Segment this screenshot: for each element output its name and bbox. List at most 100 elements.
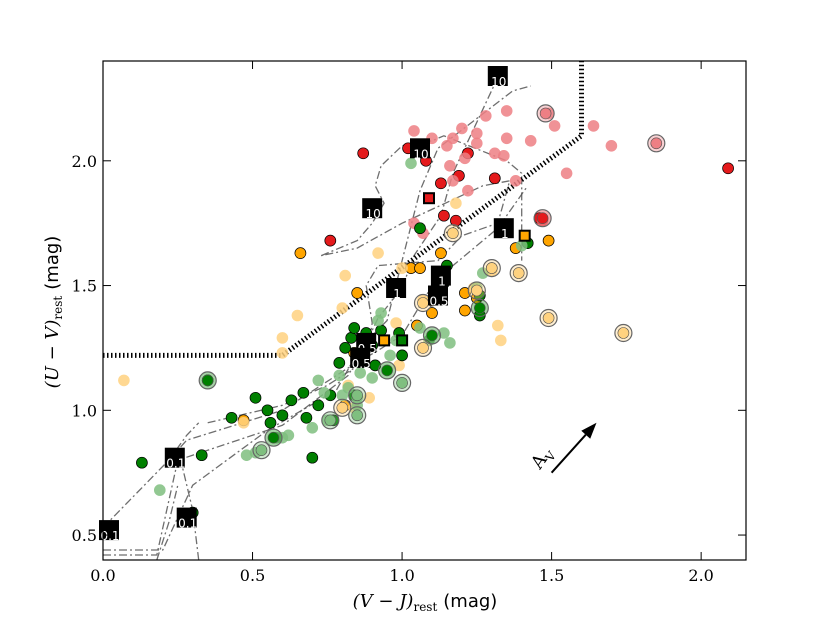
ringed-point-inner-9 bbox=[617, 327, 630, 339]
point-red-faint-15 bbox=[560, 167, 573, 180]
ringed-point-inner-20 bbox=[473, 302, 486, 314]
point-orange-solid-11 bbox=[542, 234, 555, 247]
ringed-point-inner-6 bbox=[470, 284, 483, 297]
point-orange-faint-4 bbox=[339, 269, 352, 282]
point-red-faint-20 bbox=[462, 184, 474, 197]
point-green-faint-20 bbox=[414, 322, 426, 334]
point-red-faint-17 bbox=[605, 140, 618, 152]
ringed-point-inner-5 bbox=[512, 267, 525, 279]
point-orange-faint-16 bbox=[491, 319, 504, 332]
point-red-faint-6 bbox=[479, 110, 492, 122]
point-green-solid-17 bbox=[345, 332, 358, 344]
x-tick-label-1: 0.5 bbox=[240, 566, 265, 585]
galaxy-points bbox=[118, 104, 734, 519]
point-orange-solid-12 bbox=[426, 307, 438, 319]
ringed-point-inner-12 bbox=[381, 364, 393, 377]
point-red-solid-9 bbox=[324, 234, 337, 247]
x-axis-title-math: (V − J) bbox=[353, 591, 414, 612]
ringed-point-inner-14 bbox=[426, 329, 438, 342]
point-orange-solid-5 bbox=[459, 287, 471, 299]
point-orange-faint-17 bbox=[494, 334, 507, 347]
highlight-square-1 bbox=[518, 229, 531, 242]
point-red-solid-6 bbox=[488, 172, 501, 185]
axis-ticks: 0.0 0.5 1.0 1.5 2.0 0.5 1.0 1.5 2.0 bbox=[72, 61, 746, 585]
highlight-square-2 bbox=[378, 334, 391, 347]
point-orange-faint-22 bbox=[363, 391, 376, 404]
model-track-track-4 bbox=[321, 135, 523, 261]
y-tick-label-1: 1.0 bbox=[72, 401, 97, 420]
age-marker-label-0: 0.1 bbox=[100, 529, 119, 543]
x-axis-title-sub: rest bbox=[413, 600, 437, 614]
point-orange-solid-8 bbox=[459, 304, 471, 317]
ringed-point-inner-8 bbox=[542, 312, 555, 324]
model-track-track-1 bbox=[102, 185, 529, 529]
point-green-faint-17 bbox=[384, 349, 396, 362]
ringed-point-inner-13 bbox=[396, 377, 408, 389]
ringed-point-inner-10 bbox=[417, 342, 429, 354]
ringed-point-inner-3 bbox=[447, 227, 459, 239]
point-green-solid-27 bbox=[414, 222, 426, 235]
point-red-faint-14 bbox=[548, 120, 561, 132]
point-green-faint-6 bbox=[312, 374, 325, 387]
point-green-faint-22 bbox=[438, 327, 450, 339]
point-red-faint-5 bbox=[470, 127, 483, 140]
point-red-faint-22 bbox=[497, 150, 510, 162]
age-marker-square-9 bbox=[362, 198, 383, 219]
point-green-solid-23 bbox=[375, 324, 387, 337]
x-axis-title-unit: (mag) bbox=[443, 591, 497, 612]
point-orange-faint-0 bbox=[118, 374, 130, 387]
model-track-track-6 bbox=[177, 422, 200, 561]
point-green-faint-4 bbox=[282, 429, 295, 442]
model-track-track-5 bbox=[207, 179, 511, 424]
ringed-point-inner-0 bbox=[539, 107, 552, 120]
point-orange-solid-17 bbox=[414, 262, 426, 274]
ringed-point-inner-18 bbox=[255, 444, 268, 457]
quiescent-selection-boundary bbox=[103, 61, 584, 358]
point-green-solid-1 bbox=[195, 449, 208, 462]
x-axis-title: (V − J)rest (mag) bbox=[353, 591, 498, 614]
age-marker-square-1 bbox=[164, 447, 185, 468]
point-orange-faint-3 bbox=[336, 302, 349, 314]
highlight-squares bbox=[378, 192, 531, 347]
point-red-faint-11 bbox=[500, 105, 513, 117]
age-marker-label-11: 10 bbox=[491, 75, 506, 89]
x-tick-label-3: 1.5 bbox=[539, 566, 564, 585]
reddening-vector: AV bbox=[526, 422, 597, 474]
ringed-point-inner-1 bbox=[650, 137, 663, 150]
ringed-point-inner-16 bbox=[324, 414, 337, 427]
point-green-solid-18 bbox=[348, 322, 361, 334]
point-red-faint-23 bbox=[509, 175, 522, 187]
point-red-faint-8 bbox=[470, 137, 483, 150]
x-tick-label-2: 1.0 bbox=[389, 566, 414, 585]
point-red-faint-21 bbox=[447, 175, 459, 187]
point-orange-faint-8 bbox=[450, 197, 462, 209]
model-track-track-7 bbox=[156, 485, 179, 561]
point-green-solid-8 bbox=[285, 394, 298, 407]
y-axis-title: (U − V)rest (mag) bbox=[42, 236, 65, 389]
age-marker-square-6 bbox=[386, 278, 407, 298]
point-red-faint-19 bbox=[444, 160, 456, 172]
point-orange-faint-1 bbox=[276, 332, 289, 344]
age-marker-label-5: 0.5 bbox=[429, 295, 448, 309]
point-green-solid-7 bbox=[276, 409, 289, 422]
y-axis-title-unit: (mag) bbox=[42, 236, 63, 290]
ringed-point-inner-21 bbox=[336, 401, 349, 414]
point-red-solid-7 bbox=[438, 209, 450, 222]
ringed-point-inner-7 bbox=[417, 297, 429, 309]
age-marker-label-8: 1 bbox=[501, 227, 509, 241]
point-red-solid-0 bbox=[357, 147, 370, 160]
age-marker-label-1: 0.1 bbox=[166, 457, 185, 471]
age-marker-label-4: 0.5 bbox=[352, 357, 371, 371]
age-marker-square-8 bbox=[493, 218, 514, 239]
age-marker-square-2 bbox=[176, 507, 197, 528]
ringed-point-inner-15 bbox=[351, 409, 364, 422]
highlight-square-0 bbox=[423, 192, 435, 205]
reddening-arrow-head bbox=[581, 422, 597, 439]
point-green-solid-6 bbox=[264, 416, 277, 429]
highlight-square-3 bbox=[396, 334, 409, 347]
point-red-faint-12 bbox=[524, 135, 537, 147]
point-green-faint-9 bbox=[333, 369, 346, 382]
reddening-arrow-shaft bbox=[550, 434, 587, 474]
